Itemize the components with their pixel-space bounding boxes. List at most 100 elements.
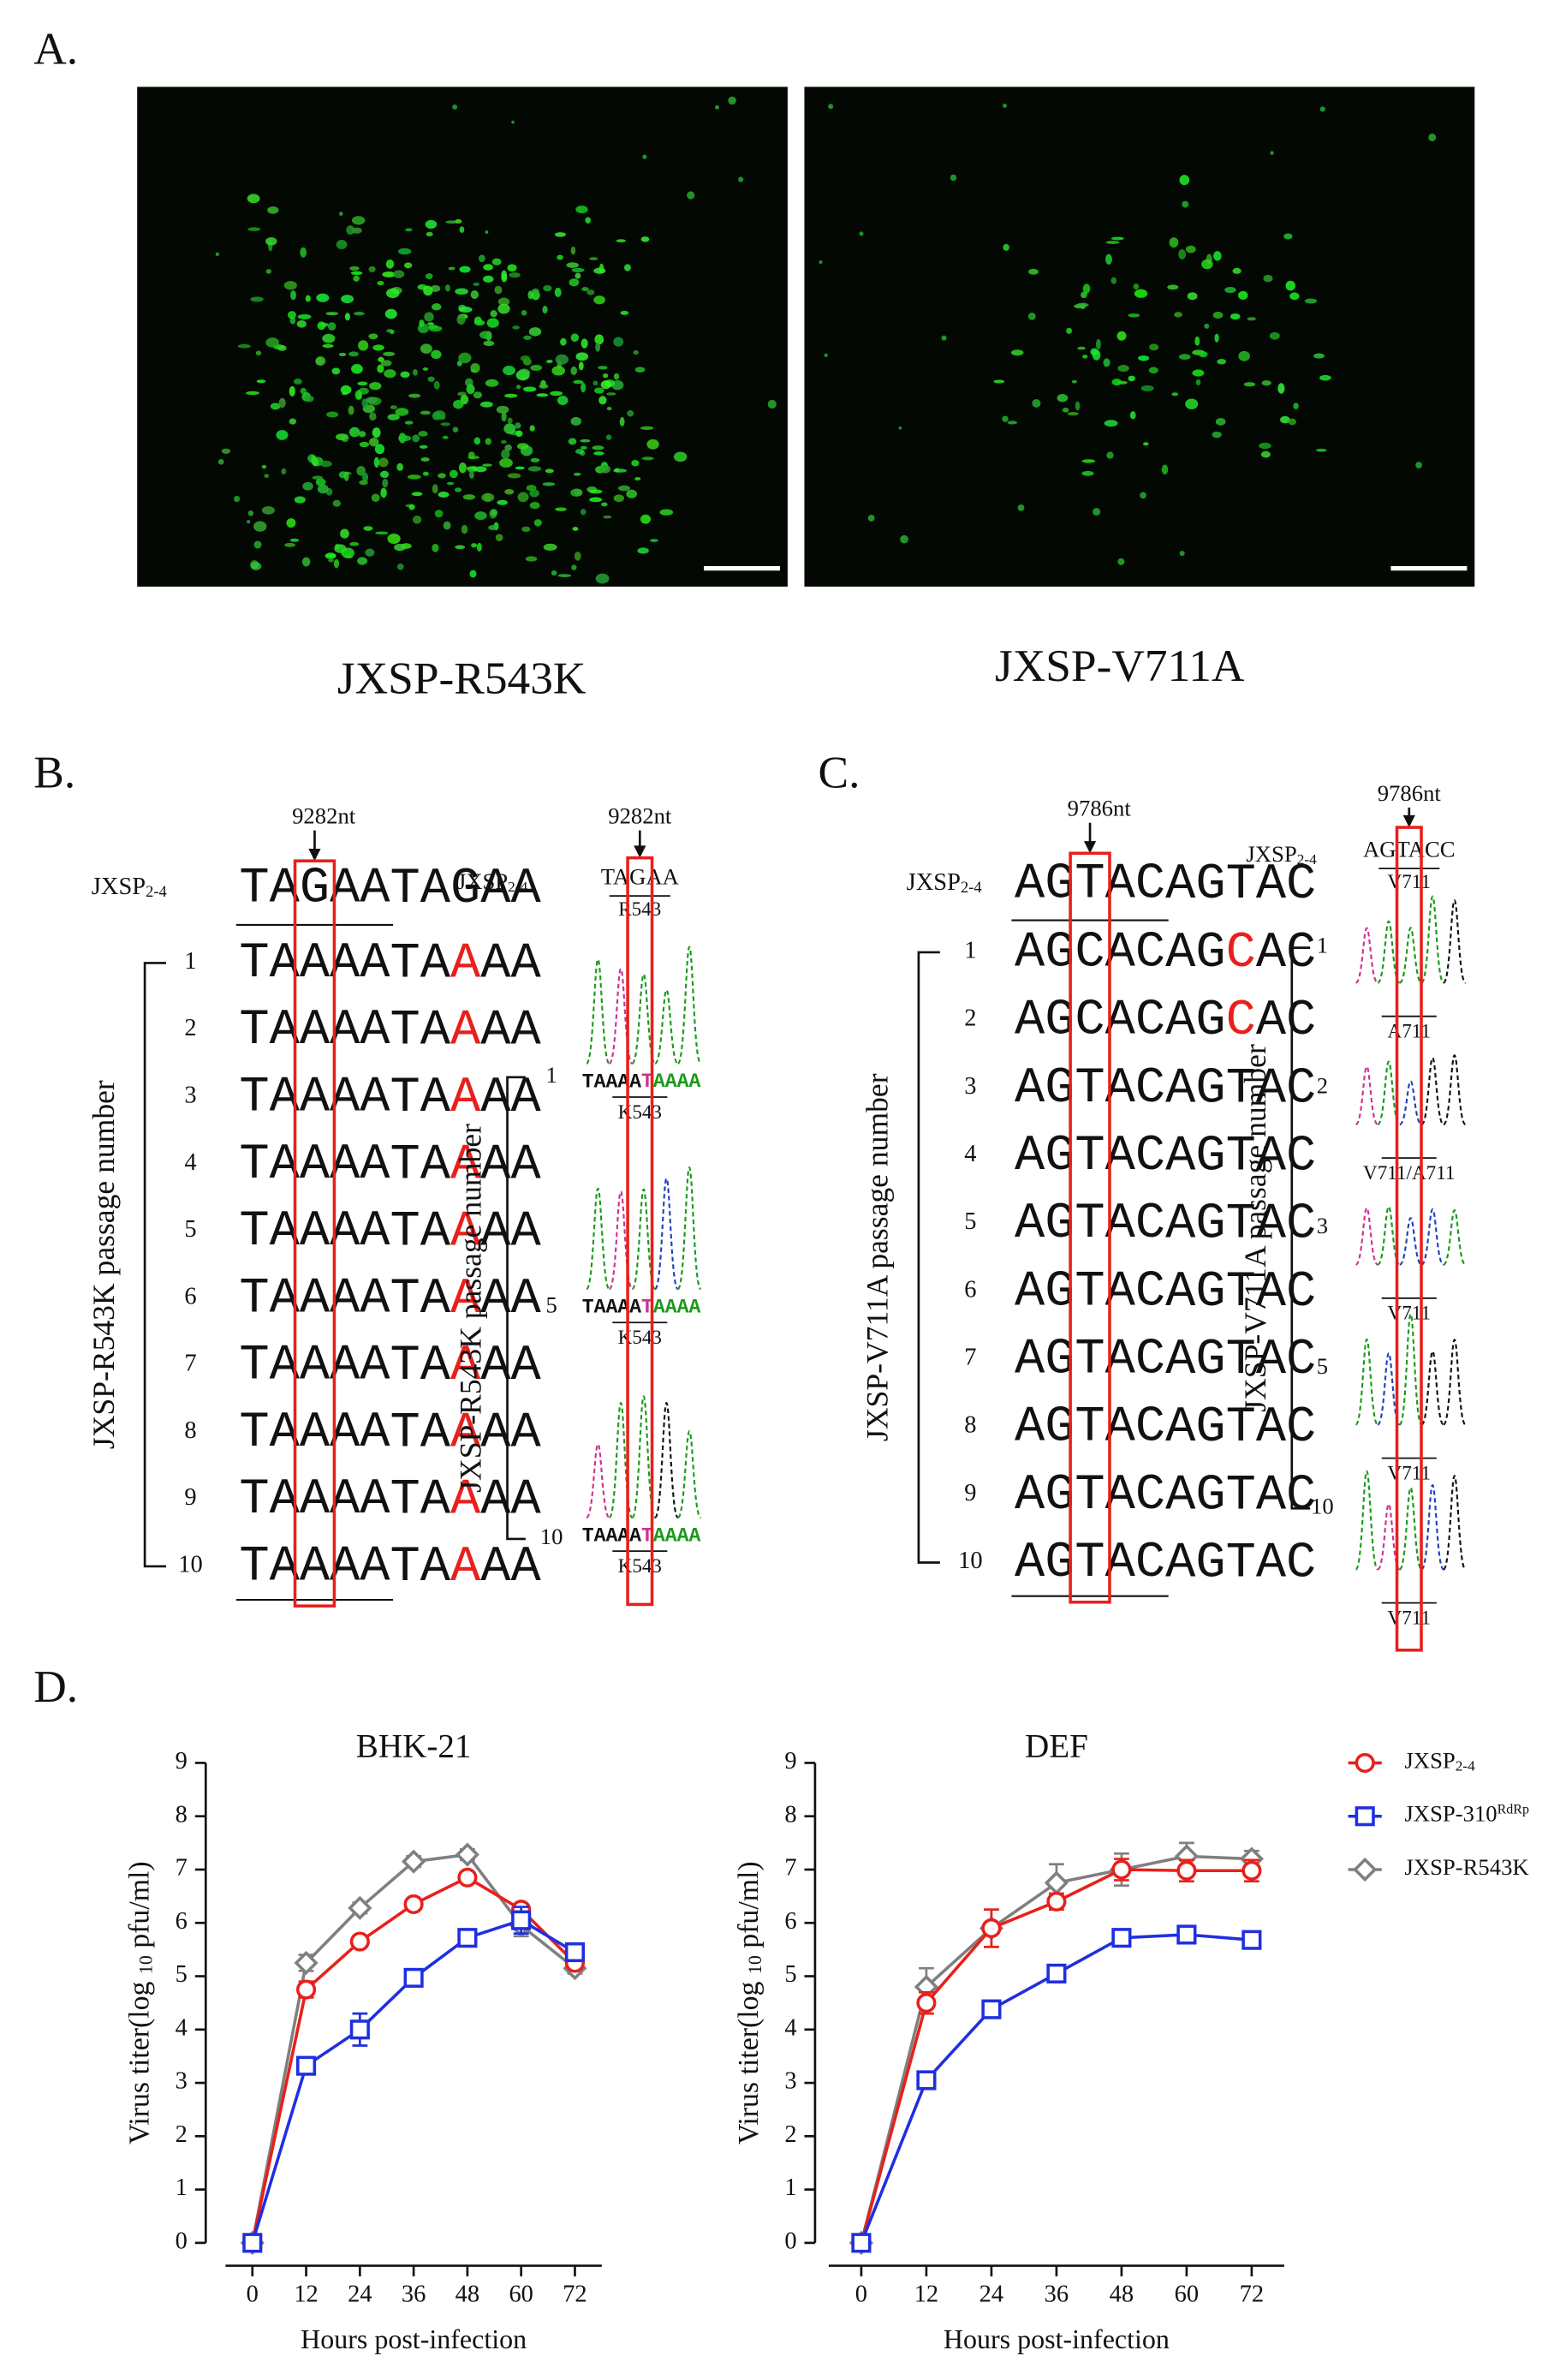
cell: [542, 305, 548, 314]
marker: [295, 2055, 317, 2076]
cell: [525, 556, 538, 562]
cell: [440, 422, 450, 426]
marker: [457, 1867, 478, 1888]
reference-sequence: TAGAA: [601, 864, 680, 890]
cell: [278, 397, 286, 409]
passage-number: 10: [178, 1551, 202, 1578]
cell: [412, 515, 422, 524]
cell: [432, 303, 442, 311]
cell: [1138, 355, 1150, 361]
passage-number: 1: [184, 948, 196, 975]
cell: [302, 481, 313, 491]
passage-number: 9: [964, 1480, 976, 1506]
cell: [338, 352, 347, 356]
sequence: AGCACAGCAC: [1015, 923, 1316, 981]
cell: [593, 295, 605, 305]
cell: [384, 308, 397, 319]
cell: [250, 560, 259, 570]
sequence: TAAAATAAAA: [239, 1001, 541, 1059]
cell: [516, 443, 529, 450]
cell: [390, 405, 397, 409]
base: A: [510, 1136, 541, 1193]
cell: [420, 343, 432, 354]
y-tick-label: 5: [784, 1961, 796, 1988]
cell: [341, 433, 349, 443]
cell: [483, 340, 495, 347]
cell: [1283, 233, 1293, 240]
y-tick-label: 1: [176, 2174, 188, 2201]
x-tick-label: 72: [1240, 2282, 1264, 2308]
trace-peak: [1442, 1054, 1467, 1126]
trace-peak: [631, 1188, 657, 1291]
cell: [365, 548, 375, 557]
base: T: [390, 860, 420, 917]
cell: [543, 543, 557, 552]
trace-peak: [586, 1187, 610, 1291]
cell: [1110, 236, 1124, 241]
base: A: [1256, 1399, 1287, 1456]
cell: [1214, 333, 1219, 343]
cell: [1167, 284, 1179, 290]
base: A: [1256, 1466, 1287, 1524]
cell: [456, 314, 466, 325]
micrograph: [804, 86, 1475, 587]
base: T: [390, 1470, 420, 1528]
trace-peak: [1355, 1065, 1379, 1126]
base: A: [450, 1269, 481, 1327]
cell: [305, 295, 311, 302]
base: T: [1226, 855, 1256, 912]
residue: V711: [1388, 1303, 1432, 1325]
cell: [485, 379, 499, 387]
base: A: [480, 934, 511, 992]
trace-peak: [1398, 1217, 1423, 1266]
cell: [237, 343, 251, 349]
base: T: [390, 1537, 420, 1595]
sequence: TAAAATAAAA: [239, 1269, 541, 1327]
cell: [368, 412, 377, 421]
base: A: [653, 1524, 665, 1547]
cell: [589, 489, 603, 494]
base: T: [390, 934, 420, 992]
cell: [396, 462, 404, 471]
cell: [1260, 450, 1271, 458]
cell: [570, 366, 578, 376]
x-axis-label: Hours post-infection: [301, 2323, 527, 2354]
cell: [394, 543, 407, 552]
cell: [1027, 313, 1036, 320]
base: T: [1226, 1262, 1256, 1320]
cell: [452, 426, 459, 433]
cell: [1003, 103, 1007, 108]
base: A: [1256, 1330, 1287, 1387]
cell: [443, 521, 451, 530]
cell: [616, 239, 627, 243]
y-tick-label: 7: [176, 1855, 188, 1882]
cell: [620, 310, 629, 315]
sequence: TAAAATAAAA: [582, 1297, 701, 1319]
trace-peak: [631, 1395, 657, 1519]
cell: [504, 393, 518, 398]
base: G: [1195, 1399, 1225, 1456]
base: A: [677, 1071, 689, 1093]
cell: [265, 269, 272, 274]
trace-peak: [1377, 1352, 1401, 1426]
chart-title: BHK-21: [356, 1727, 472, 1764]
cell: [458, 462, 467, 474]
base: A: [450, 1001, 481, 1059]
residue: V711: [1388, 1463, 1432, 1485]
cell: [340, 528, 349, 539]
cell: [1232, 267, 1241, 274]
cell: [1185, 398, 1199, 409]
base: C: [1286, 1330, 1316, 1387]
panel-label: D.: [33, 1661, 78, 1712]
cell: [300, 247, 307, 258]
cell: [1187, 292, 1198, 301]
base: A: [510, 1202, 541, 1260]
cell: [614, 468, 620, 473]
sequence: AGTACAGTAC: [1015, 1330, 1316, 1387]
y-tick-label: 8: [176, 1801, 188, 1828]
base: A: [689, 1524, 701, 1547]
base: A: [1256, 1534, 1287, 1591]
x-axis-label: Hours post-infection: [944, 2323, 1170, 2354]
cell: [1212, 312, 1224, 319]
cell: [478, 254, 485, 263]
